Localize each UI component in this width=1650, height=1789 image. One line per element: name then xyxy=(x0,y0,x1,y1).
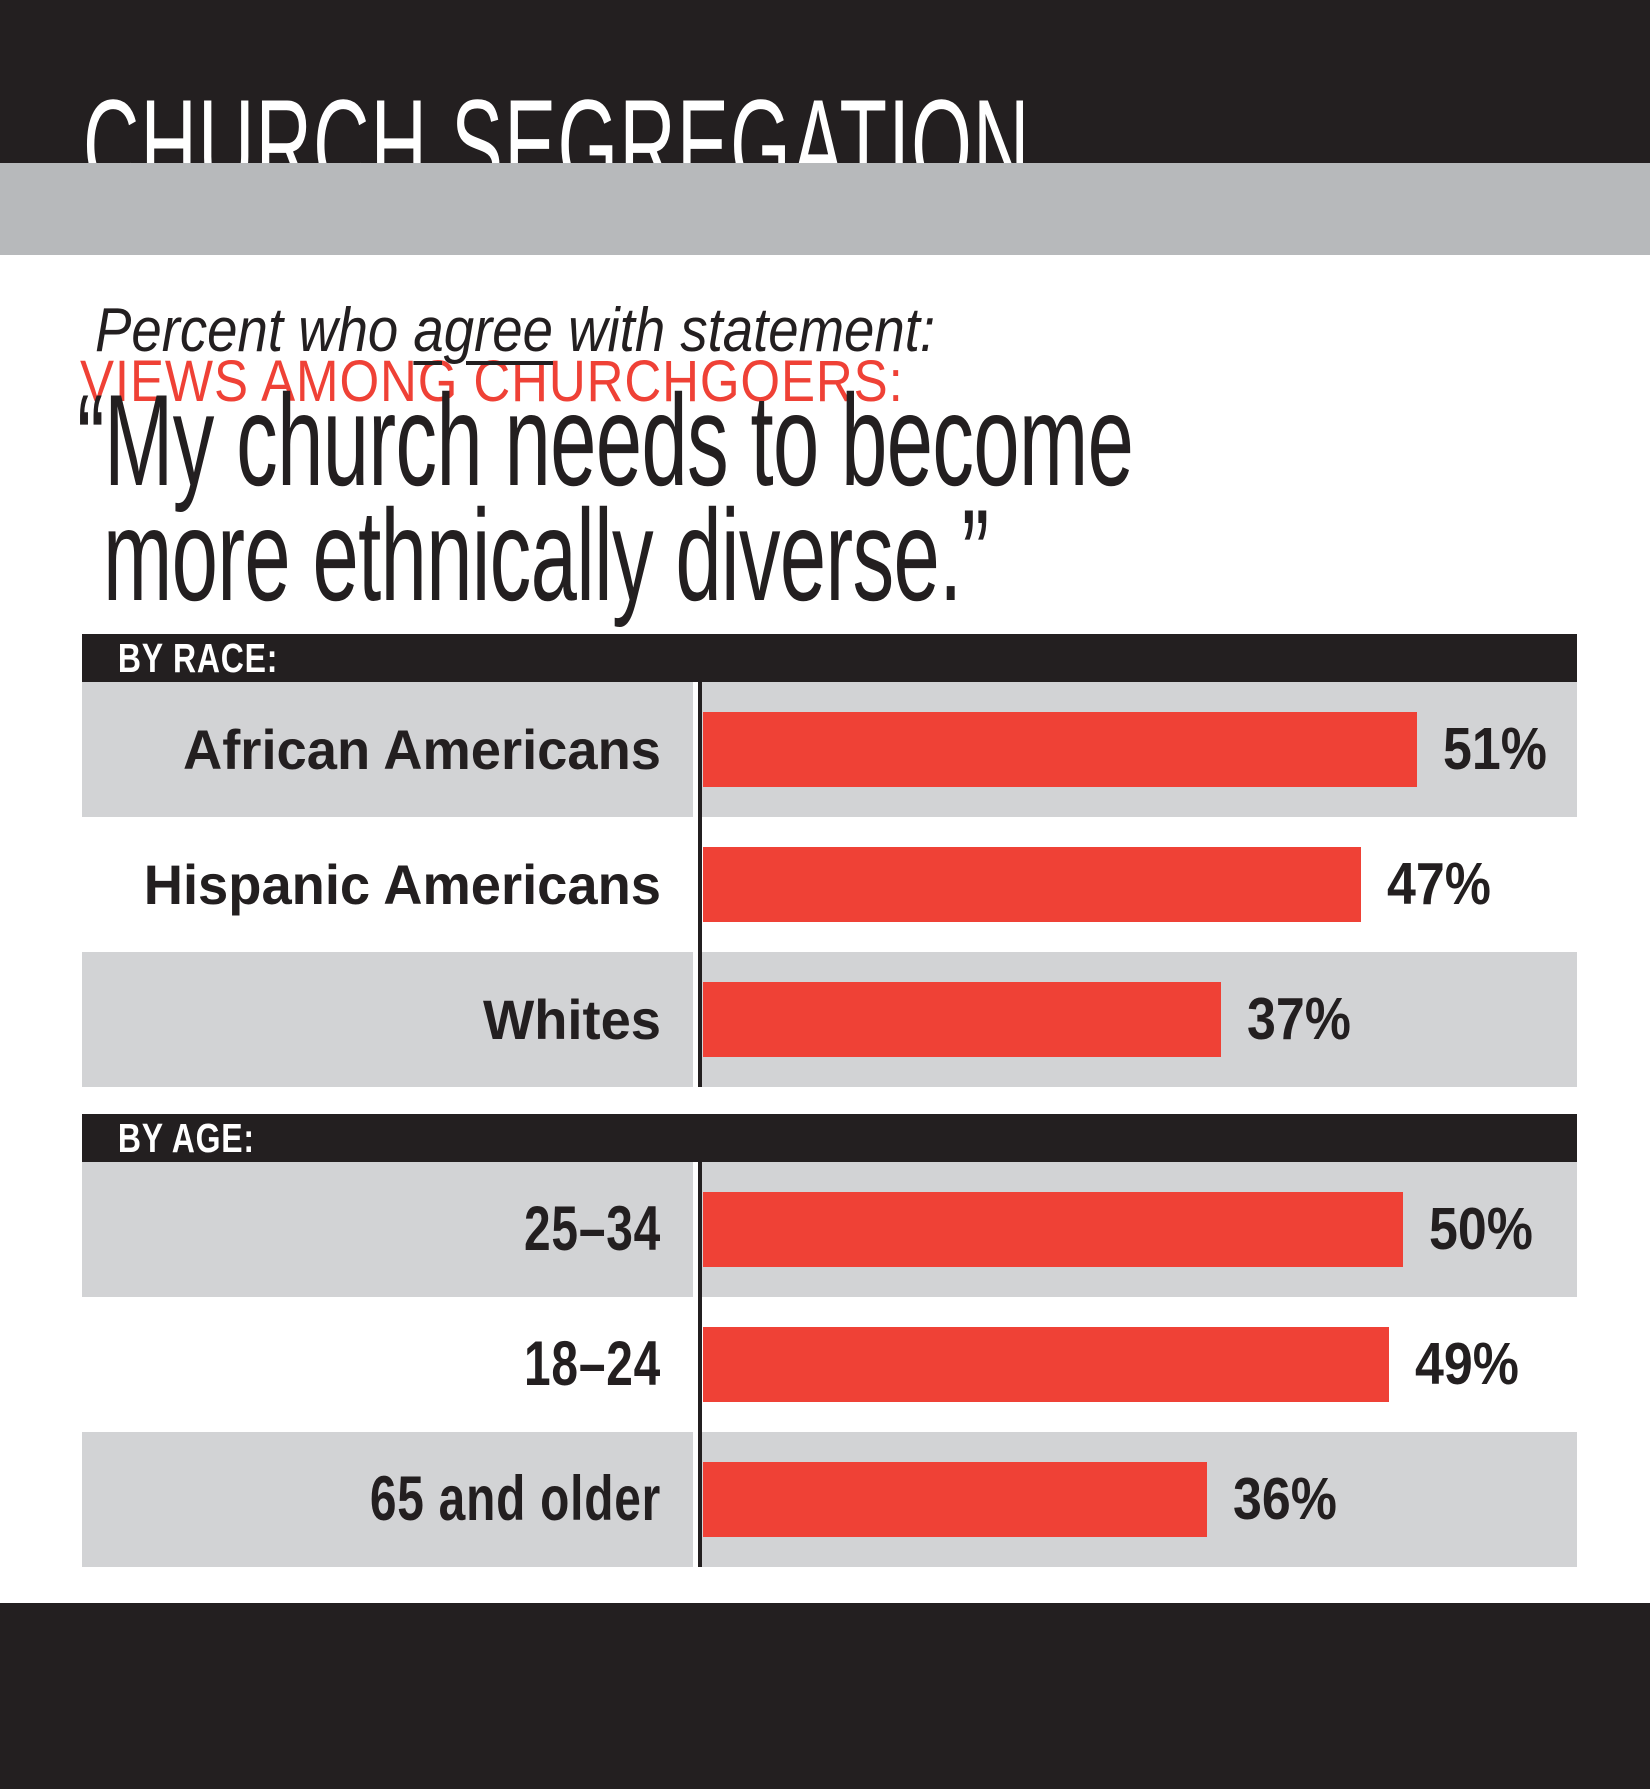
chart-section-race: BY RACE: African Americans 51% Hispanic Ame… xyxy=(82,634,1577,1087)
value-label: 51% xyxy=(1443,716,1547,782)
axis-divider-line xyxy=(698,1162,702,1567)
value-label: 49% xyxy=(1415,1331,1519,1397)
table-row: Whites 37% xyxy=(82,952,1577,1087)
table-row: 65 and older 36% xyxy=(82,1432,1577,1567)
value-label: 47% xyxy=(1387,851,1491,917)
value-bar xyxy=(703,982,1221,1057)
row-label-background xyxy=(82,1162,693,1297)
axis-divider-line xyxy=(698,682,702,1087)
statement-line: Percent who agree with statement: xyxy=(95,300,935,362)
row-label-background xyxy=(82,817,693,952)
category-label: 65 and older xyxy=(369,1464,661,1534)
value-bar xyxy=(703,1462,1207,1537)
table-row: 18–24 49% xyxy=(82,1297,1577,1432)
category-label: 18–24 xyxy=(524,1329,661,1399)
value-label: 36% xyxy=(1233,1466,1337,1532)
table-row: African Americans 51% xyxy=(82,682,1577,817)
section-header-race: BY RACE: xyxy=(82,634,1577,682)
table-row: 25–34 50% xyxy=(82,1162,1577,1297)
statement-prefix: Percent who xyxy=(95,296,414,365)
quote-line-2: more ethnically diverse.” xyxy=(103,482,989,628)
value-bar xyxy=(703,1327,1389,1402)
footer-band: LifeWayResearch.com LifeWay ® Biblical S… xyxy=(0,1603,1650,1789)
subtitle: VIEWS AMONG CHURCHGOERS: xyxy=(80,349,904,414)
header-band: CHURCH SEGREGATION xyxy=(0,0,1650,210)
statement-suffix: with statement: xyxy=(552,296,936,365)
statement-underlined-word: agree xyxy=(413,296,553,365)
chart-section-age: BY AGE: 25–34 50% 18–24 49% 65 and older 36% xyxy=(82,1114,1577,1567)
subtitle-band: VIEWS AMONG CHURCHGOERS: xyxy=(0,163,1650,411)
category-label: 25–34 xyxy=(524,1194,661,1264)
row-label-background xyxy=(82,1297,693,1432)
section-header-label: BY RACE: xyxy=(117,634,279,681)
section-header-label: BY AGE: xyxy=(117,1114,255,1161)
value-bar xyxy=(703,712,1417,787)
value-label: 50% xyxy=(1429,1196,1533,1262)
row-label-background xyxy=(82,682,693,817)
value-bar xyxy=(703,1192,1403,1267)
category-label: Hispanic Americans xyxy=(143,852,661,916)
value-label: 37% xyxy=(1247,986,1351,1052)
row-label-background xyxy=(82,1432,693,1567)
row-label-background xyxy=(82,952,693,1087)
section-header-age: BY AGE: xyxy=(82,1114,1577,1162)
value-bar xyxy=(703,847,1361,922)
category-label: Whites xyxy=(482,987,661,1051)
category-label: African Americans xyxy=(182,717,661,781)
table-row: Hispanic Americans 47% xyxy=(82,817,1577,952)
quote-line-1: “My church needs to become xyxy=(77,367,1134,513)
